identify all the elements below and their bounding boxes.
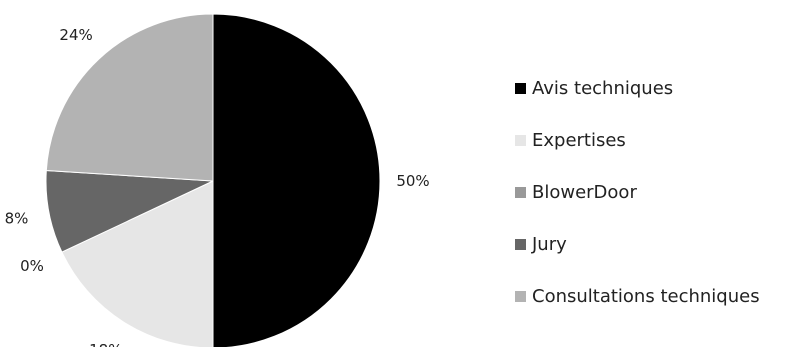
pie-slice-expertises (61, 180, 214, 347)
legend-item-blowerdoor: BlowerDoor (515, 166, 760, 218)
legend-swatch (515, 186, 526, 198)
legend-label: Jury (532, 233, 567, 255)
legend: Avis techniques Expertises BlowerDoor Jury C… (515, 62, 760, 322)
legend-label: Avis techniques (532, 77, 674, 99)
pie-slice-consultations-techniques (45, 13, 214, 182)
data-label-expertises: 18% (89, 341, 122, 347)
data-label-consultations-techniques: 24% (59, 26, 92, 44)
legend-item-consultations-techniques: Consultations techniques (515, 270, 760, 322)
legend-label: BlowerDoor (532, 181, 637, 203)
legend-swatch (515, 82, 526, 94)
legend-item-expertises: Expertises (515, 114, 760, 166)
pie-slice-avis-techniques (212, 13, 381, 347)
data-label-jury: 8% (5, 210, 29, 228)
data-label-avis-techniques: 50% (396, 172, 429, 190)
legend-swatch (515, 134, 526, 146)
legend-swatch (515, 290, 526, 302)
legend-item-jury: Jury (515, 218, 760, 270)
legend-item-avis-techniques: Avis techniques (515, 62, 760, 114)
legend-swatch (515, 238, 526, 250)
legend-label: Expertises (532, 129, 626, 151)
legend-label: Consultations techniques (532, 285, 760, 307)
data-label-blowerdoor: 0% (20, 257, 44, 275)
